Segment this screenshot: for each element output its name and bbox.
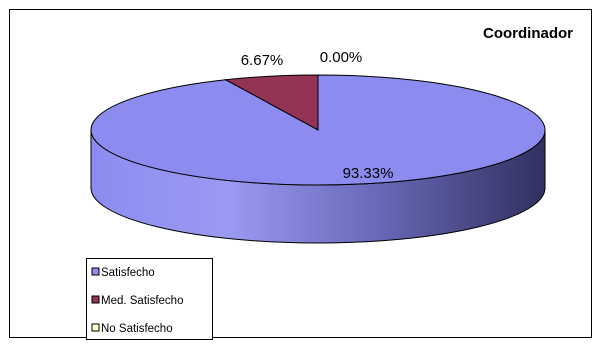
legend-label-no-satisfecho: No Satisfecho — [101, 323, 173, 335]
legend-label-med-satisfecho: Med. Satisfecho — [101, 295, 183, 307]
chart-title: Coordinador — [483, 25, 573, 42]
data-label-satisfecho: 93.33% — [343, 165, 394, 182]
legend: Satisfecho Med. Satisfecho No Satisfecho — [87, 259, 213, 340]
pie-slice-satisfecho — [91, 75, 545, 185]
legend-label-satisfecho: Satisfecho — [101, 267, 155, 279]
data-label-med-satisfecho: 6.67% — [241, 52, 284, 69]
legend-swatch-no-satisfecho — [92, 324, 99, 331]
legend-swatch-satisfecho — [92, 268, 99, 275]
pie-slices — [91, 75, 545, 185]
data-label-no-satisfecho: 0.00% — [320, 49, 363, 66]
legend-swatch-med-satisfecho — [92, 296, 99, 303]
